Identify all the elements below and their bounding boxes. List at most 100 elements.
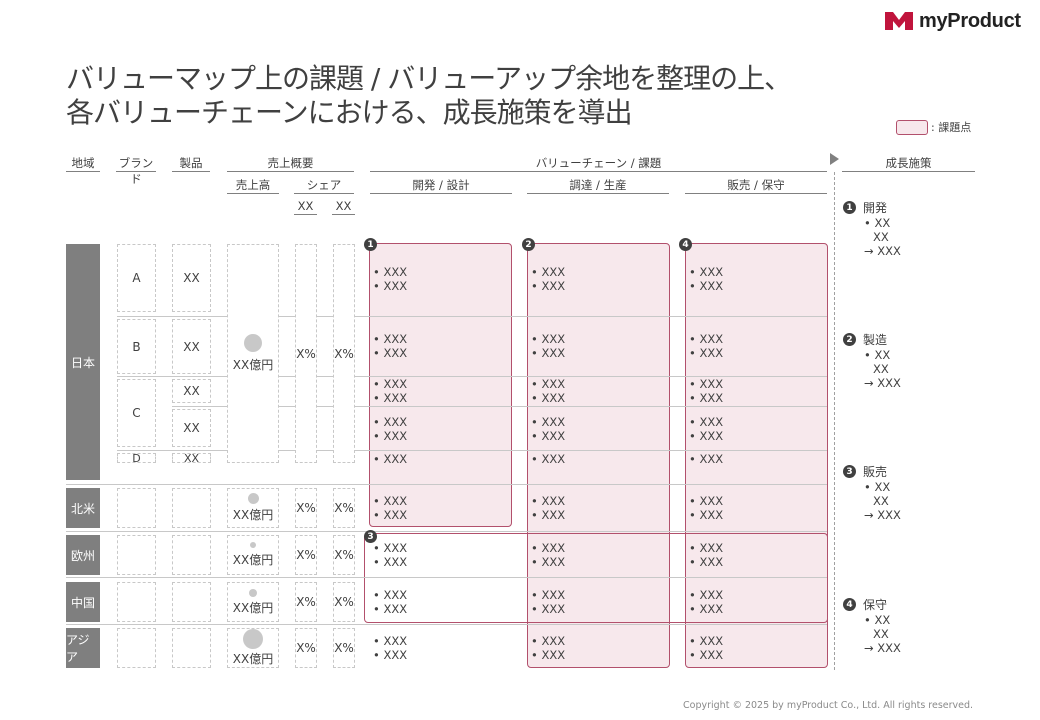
value-chain-cell: • XXX • XXX (689, 332, 723, 360)
product-b: XX (172, 319, 211, 374)
cell-bullet: • XXX (373, 494, 408, 508)
share-na-1: X% (295, 488, 317, 528)
cell-bullet: • XXX (373, 391, 408, 405)
issue-box-dev (369, 243, 512, 527)
row-line-b (117, 316, 827, 317)
value-chain-cell: • XXX • XXX (373, 588, 407, 616)
strategy-item: • XX (864, 216, 891, 230)
cell-bullet: • XXX (531, 346, 566, 360)
cell-bullet: • XXX (531, 602, 566, 616)
cell-bullet: • XXX (689, 391, 724, 405)
product-box-cn (172, 582, 211, 622)
value-chain-cell: • XXX • XXX (531, 265, 565, 293)
brand-b: B (117, 319, 156, 374)
value-chain-cell: • XXX • XXX (689, 588, 723, 616)
product-box-na (172, 488, 211, 528)
strategy-number: 3 (843, 465, 856, 478)
product-box-eu (172, 535, 211, 575)
sales-na: XX億円 (227, 488, 279, 528)
value-chain-cell: • XXX (531, 452, 565, 466)
brand-box-cn (117, 582, 156, 622)
region-europe: 欧州 (66, 535, 100, 575)
strategy-title: 保守 (863, 598, 888, 612)
row-line-na (66, 484, 827, 485)
cell-bullet: • XXX (689, 602, 724, 616)
cell-bullet: • XXX (531, 377, 566, 391)
value-chain-cell: • XXX • XXX (689, 494, 723, 522)
sales-cn: XX億円 (227, 582, 279, 622)
value-chain-cell: • XXX • XXX (373, 265, 407, 293)
sales-eu-value: XX億円 (232, 553, 274, 567)
sales-cn-value: XX億円 (232, 600, 274, 615)
cell-bullet: • XXX (689, 588, 724, 602)
value-chain-cell: • XXX • XXX (531, 377, 565, 405)
header-growth: 成長施策 (842, 155, 975, 172)
value-chain-cell: • XXX • XXX (531, 415, 565, 443)
cell-bullet: • XXX (531, 332, 566, 346)
cell-bullet: • XXX (373, 265, 408, 279)
row-line-cn (66, 577, 827, 578)
strategy-item: → XXX (864, 508, 901, 522)
cell-bullet: • XXX (689, 648, 724, 662)
header-region: 地域 (66, 155, 100, 172)
value-chain-cell: • XXX • XXX (531, 541, 565, 569)
value-chain-cell: • XXX • XXX (531, 494, 565, 522)
row-line-c2 (172, 406, 827, 407)
cell-bullet: • XXX (373, 541, 408, 555)
share-asia-1: X% (295, 628, 317, 668)
cell-bullet: • XXX (373, 415, 408, 429)
strategy-item: XX (873, 627, 889, 641)
cell-bullet: • XXX (373, 279, 408, 293)
strategy-number: 2 (843, 333, 856, 346)
brand-name: myProduct (919, 9, 1021, 32)
sales-asia: XX億円 (227, 628, 279, 668)
cell-bullet: • XXX (531, 541, 566, 555)
row-line-eu (66, 531, 827, 532)
sales-na-value: XX億円 (232, 508, 274, 522)
share-na-2: X% (333, 488, 355, 528)
cell-bullet: • XXX (531, 648, 566, 662)
sales-bubble (247, 493, 259, 504)
value-chain-cell: • XXX • XXX (373, 634, 407, 662)
cell-bullet: • XXX (689, 415, 724, 429)
brand-d: D (117, 452, 156, 465)
strategy-item: • XX (864, 480, 891, 494)
cell-bullet: • XXX (373, 452, 408, 466)
issue-box-procure (527, 243, 670, 668)
strategy-title: 製造 (863, 333, 888, 347)
cell-bullet: • XXX (531, 555, 566, 569)
header-share: シェア (294, 177, 354, 194)
product-c2: XX (172, 409, 211, 447)
cell-bullet: • XXX (373, 634, 408, 648)
value-chain-cell: • XXX • XXX (531, 332, 565, 360)
strategy-item: → XXX (864, 376, 901, 390)
product-c1: XX (172, 379, 211, 403)
header-brand: ブランド (116, 155, 156, 186)
product-d: XX (172, 452, 211, 465)
header-procure: 調達 / 生産 (527, 177, 669, 194)
header-sales-overview: 売上概要 (227, 155, 354, 172)
strategy-block: 3 販売 • XX XX → XXX (843, 463, 901, 522)
row-line-d (117, 450, 827, 451)
legend-swatch (896, 119, 928, 135)
title-line-1: バリューマップ上の課題 / バリューアップ余地を整理の上、 (66, 62, 792, 95)
cell-bullet: • XXX (531, 429, 566, 443)
header-share-col1: XX (294, 198, 317, 215)
copyright: Copyright © 2025 by myProduct Co., Ltd. … (683, 700, 974, 711)
cell-bullet: • XXX (689, 555, 724, 569)
sales-asia-value: XX億円 (232, 652, 274, 666)
value-chain-cell: • XXX • XXX (689, 541, 723, 569)
region-japan: 日本 (66, 244, 100, 480)
title-line-2: 各バリューチェーンにおける、成長施策を導出 (66, 96, 633, 129)
cell-bullet: • XXX (531, 494, 566, 508)
value-chain-cell: • XXX • XXX (531, 634, 565, 662)
sales-bubble (249, 588, 257, 597)
cell-bullet: • XXX (689, 346, 724, 360)
issue-number-4: 4 (679, 238, 692, 251)
strategy-item: • XX (864, 348, 891, 362)
cell-bullet: • XXX (373, 429, 408, 443)
cell-bullet: • XXX (373, 648, 408, 662)
strategy-title: 販売 (863, 465, 888, 479)
strategy-block: 4 保守 • XX XX → XXX (843, 596, 901, 655)
strategy-number: 1 (843, 201, 856, 214)
